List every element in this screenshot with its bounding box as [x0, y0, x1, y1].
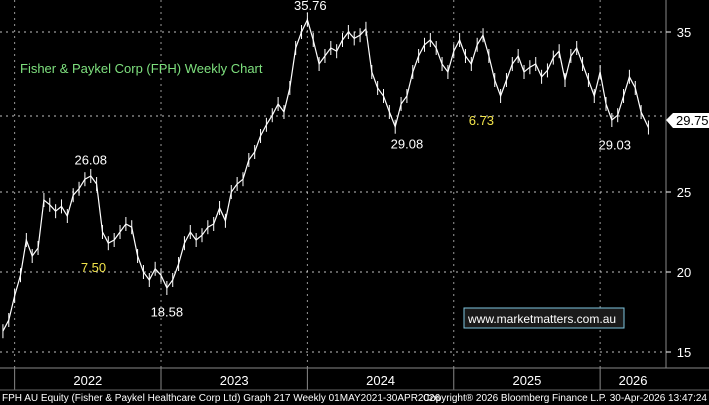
price-annotation: 6.73 — [469, 113, 494, 128]
x-tick-label: 2023 — [220, 373, 249, 388]
price-annotation: 7.50 — [81, 260, 106, 275]
y-tick-label: 25 — [677, 185, 691, 200]
price-annotation: 35.76 — [294, 0, 327, 13]
price-annotation: 26.08 — [74, 153, 107, 168]
chart-grid — [0, 0, 666, 368]
price-annotation: 29.03 — [598, 138, 631, 153]
x-tick-label: 2026 — [619, 373, 648, 388]
y-tick-label: 15 — [677, 345, 691, 360]
last-value-marker: 29.75 — [666, 113, 709, 128]
x-axis: 2022 2023 2024 2025 2026 — [0, 367, 709, 390]
price-annotation: 29.08 — [391, 137, 424, 152]
price-series — [2, 12, 649, 339]
x-tick-label: 2022 — [73, 373, 102, 388]
x-tick-label: 2024 — [366, 373, 395, 388]
footer-source: FPH AU Equity (Fisher & Paykel Healthcar… — [2, 393, 441, 404]
y-tick-label: 35 — [677, 25, 691, 40]
price-annotation: 18.58 — [151, 305, 184, 320]
y-axis: 15 20 25 35 — [665, 0, 691, 368]
y-tick-label: 20 — [677, 265, 691, 280]
watermark-box[interactable]: www.marketmatters.com.au — [463, 307, 625, 329]
chart-title: Fisher & Paykel Corp (FPH) Weekly Chart — [20, 61, 263, 76]
footer-copyright: Copyright® 2026 Bloomberg Finance L.P. 3… — [423, 393, 707, 404]
last-value-label: 29.75 — [676, 113, 709, 128]
x-tick-label: 2025 — [512, 373, 541, 388]
chart-annotations: 35.76 26.08 18.58 29.08 29.03 7.50 6.73 — [74, 0, 631, 320]
watermark-link[interactable]: www.marketmatters.com.au — [467, 312, 616, 326]
